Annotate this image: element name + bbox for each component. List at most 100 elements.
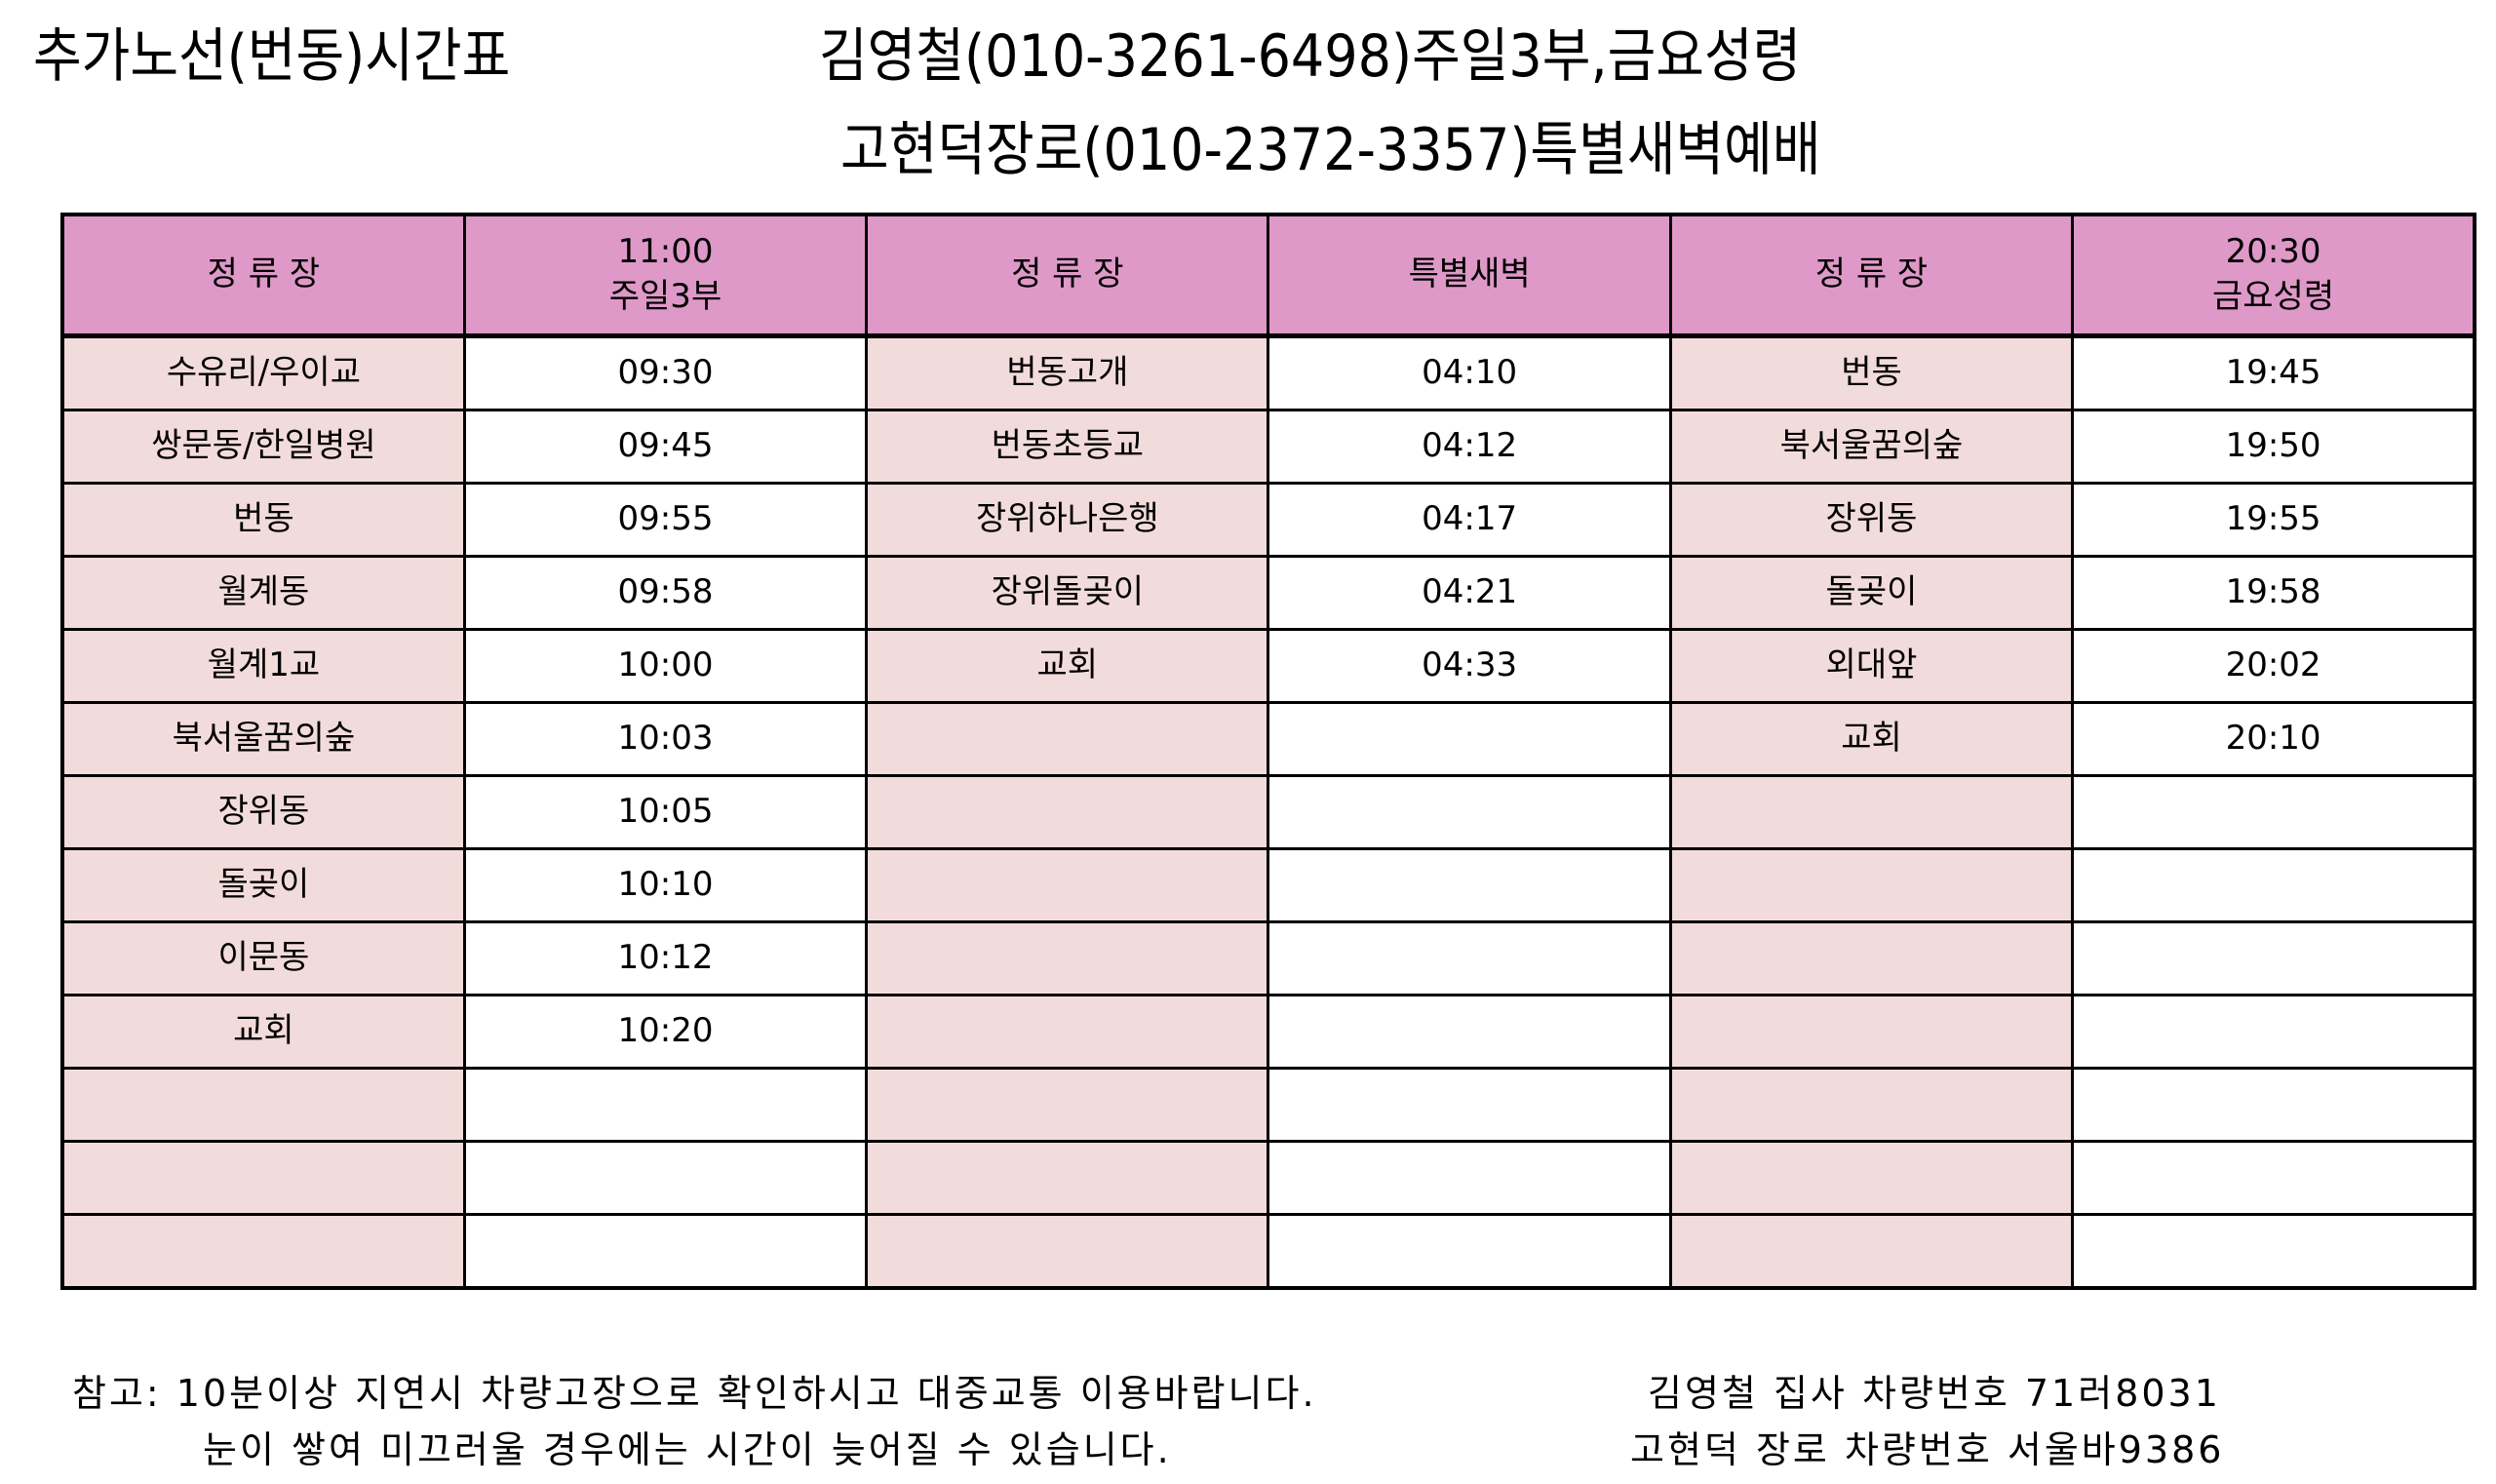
stop-name-cell <box>1668 994 2075 1070</box>
time-cell: 19:45 <box>2071 334 2476 411</box>
time-cell: 20:10 <box>2071 701 2476 777</box>
stop-name-cell: 번동초등교 <box>865 409 1270 485</box>
stop-name-cell: 교회 <box>1668 701 2075 777</box>
time-cell <box>1267 701 1672 777</box>
time-cell <box>2071 847 2476 923</box>
time-cell: 09:30 <box>462 334 869 411</box>
time-cell <box>1267 994 1672 1070</box>
stop-name-cell <box>865 847 1270 923</box>
time-cell: 09:58 <box>462 555 869 631</box>
footer-note-2: 눈이 쌓여 미끄러울 경우에는 시간이 늦어질 수 있습니다. <box>203 1428 1172 1471</box>
table-row: 월계동 09:58 장위돌곶이 04:21 돌곶이 19:58 <box>60 555 2476 631</box>
header-line-1: 정 류 장 <box>1814 254 1929 294</box>
stop-name-cell <box>60 1067 466 1143</box>
stop-name-cell: 외대앞 <box>1668 628 2075 704</box>
time-cell <box>1267 920 1672 996</box>
time-cell <box>2071 1213 2476 1290</box>
stop-name-cell: 북서울꿈의숲 <box>60 701 466 777</box>
time-cell: 20:02 <box>2071 628 2476 704</box>
time-cell: 04:17 <box>1267 482 1672 558</box>
table-row: 월계1교 10:00 교회 04:33 외대앞 20:02 <box>60 628 2476 704</box>
time-cell: 10:05 <box>462 774 869 850</box>
vehicle-info-2: 고현덕 장로 차량번호 서울바9386 <box>1630 1428 2225 1471</box>
stop-name-cell: 장위동 <box>60 774 466 850</box>
stop-name-cell <box>1668 1140 2075 1216</box>
header-line-1: 20:30 <box>2225 232 2321 272</box>
stop-name-cell: 번동 <box>60 482 466 558</box>
stop-name-cell <box>865 1213 1270 1290</box>
time-cell: 09:55 <box>462 482 869 558</box>
time-cell: 04:33 <box>1267 628 1672 704</box>
time-cell <box>1267 774 1672 850</box>
table-row: 번동 09:55 장위하나은행 04:17 장위동 19:55 <box>60 482 2476 558</box>
stop-name-cell <box>865 920 1270 996</box>
stop-name-cell <box>1668 920 2075 996</box>
header-line-1: 특별새벽 <box>1408 254 1531 294</box>
stop-name-cell: 장위하나은행 <box>865 482 1270 558</box>
table-row <box>60 1140 2476 1216</box>
footer-note-1: 참고: 10분이상 지연시 차량고장으로 확인하시고 대중교통 이용바랍니다. <box>72 1372 1317 1415</box>
driver-contact-1: 김영철(010-3261-6498)주일3부,금요성령 <box>819 22 1802 91</box>
time-cell: 04:10 <box>1267 334 1672 411</box>
table-row: 교회 10:20 <box>60 994 2476 1070</box>
time-cell <box>462 1140 869 1216</box>
time-cell: 19:55 <box>2071 482 2476 558</box>
page-title: 추가노선(번동)시간표 <box>33 22 511 91</box>
stop-name-cell: 돌곶이 <box>60 847 466 923</box>
stop-name-cell: 북서울꿈의숲 <box>1668 409 2075 485</box>
time-cell <box>462 1067 869 1143</box>
stop-name-cell <box>865 701 1270 777</box>
time-cell: 10:10 <box>462 847 869 923</box>
stop-name-cell: 월계동 <box>60 555 466 631</box>
stop-name-cell: 교회 <box>865 628 1270 704</box>
stop-name-cell: 교회 <box>60 994 466 1070</box>
time-cell <box>1267 1140 1672 1216</box>
time-cell <box>2071 774 2476 850</box>
stop-name-cell <box>865 994 1270 1070</box>
table-row: 이문동 10:12 <box>60 920 2476 996</box>
stop-name-cell: 번동고개 <box>865 334 1270 411</box>
time-cell: 09:45 <box>462 409 869 485</box>
table-row <box>60 1213 2476 1290</box>
header-cell: 정 류 장 <box>60 213 466 338</box>
header-line-2: 주일3부 <box>608 277 722 316</box>
table-row: 북서울꿈의숲 10:03 교회 20:10 <box>60 701 2476 777</box>
header-row: 정 류 장 11:00 주일3부 정 류 장 특별새벽 정 류 장 20:30 금요성령 <box>60 213 2476 338</box>
stop-name-cell: 돌곶이 <box>1668 555 2075 631</box>
header-cell: 정 류 장 <box>1668 213 2075 338</box>
stop-name-cell <box>60 1140 466 1216</box>
stop-name-cell <box>865 1067 1270 1143</box>
table-row: 장위동 10:05 <box>60 774 2476 850</box>
stop-name-cell <box>60 1213 466 1290</box>
time-cell: 10:00 <box>462 628 869 704</box>
time-cell <box>2071 994 2476 1070</box>
time-cell: 04:12 <box>1267 409 1672 485</box>
time-cell <box>2071 920 2476 996</box>
stop-name-cell: 장위돌곶이 <box>865 555 1270 631</box>
stop-name-cell <box>1668 774 2075 850</box>
timetable: 정 류 장 11:00 주일3부 정 류 장 특별새벽 정 류 장 20:30 금요성령 수유리… <box>60 213 2476 1290</box>
header-line-2: 금요성령 <box>2212 277 2335 316</box>
table-row: 쌍문동/한일병원 09:45 번동초등교 04:12 북서울꿈의숲 19:50 <box>60 409 2476 485</box>
stop-name-cell: 장위동 <box>1668 482 2075 558</box>
stop-name-cell: 월계1교 <box>60 628 466 704</box>
header-cell: 특별새벽 <box>1267 213 1672 338</box>
time-cell: 10:12 <box>462 920 869 996</box>
time-cell: 04:21 <box>1267 555 1672 631</box>
header-cell: 11:00 주일3부 <box>462 213 869 338</box>
time-cell <box>2071 1140 2476 1216</box>
time-cell <box>1267 1213 1672 1290</box>
table-row: 수유리/우이교 09:30 번동고개 04:10 번동 19:45 <box>60 334 2476 411</box>
stop-name-cell <box>865 774 1270 850</box>
stop-name-cell <box>1668 847 2075 923</box>
stop-name-cell: 수유리/우이교 <box>60 334 466 411</box>
time-cell: 10:03 <box>462 701 869 777</box>
header-line-1: 정 류 장 <box>1011 254 1124 294</box>
time-cell: 19:58 <box>2071 555 2476 631</box>
time-cell: 10:20 <box>462 994 869 1070</box>
stop-name-cell: 이문동 <box>60 920 466 996</box>
table-row <box>60 1067 2476 1143</box>
time-cell <box>2071 1067 2476 1143</box>
time-cell <box>462 1213 869 1290</box>
time-cell <box>1267 847 1672 923</box>
